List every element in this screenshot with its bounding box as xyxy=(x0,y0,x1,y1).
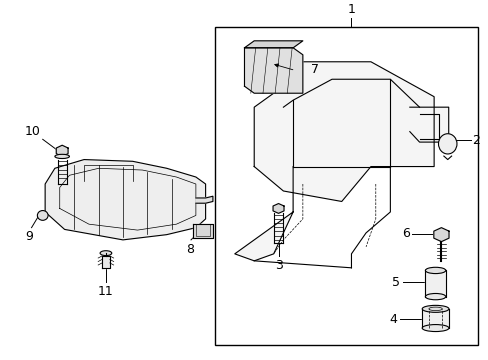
Ellipse shape xyxy=(421,325,448,332)
Polygon shape xyxy=(56,145,68,156)
Ellipse shape xyxy=(55,154,69,158)
Ellipse shape xyxy=(421,305,448,312)
Ellipse shape xyxy=(425,267,445,274)
Polygon shape xyxy=(45,159,205,240)
Text: 6: 6 xyxy=(401,227,409,240)
Polygon shape xyxy=(272,203,284,213)
Ellipse shape xyxy=(425,293,445,300)
Text: 3: 3 xyxy=(274,259,282,272)
Text: 11: 11 xyxy=(98,284,114,298)
Polygon shape xyxy=(244,41,302,48)
Text: 7: 7 xyxy=(310,63,318,76)
Polygon shape xyxy=(425,270,445,297)
Polygon shape xyxy=(102,256,110,268)
Polygon shape xyxy=(254,62,433,202)
Ellipse shape xyxy=(100,251,112,256)
Text: 10: 10 xyxy=(24,125,40,138)
Text: 1: 1 xyxy=(347,3,355,16)
Polygon shape xyxy=(421,309,448,328)
Polygon shape xyxy=(244,48,302,93)
Polygon shape xyxy=(409,107,448,142)
Text: 5: 5 xyxy=(391,276,399,289)
Polygon shape xyxy=(234,167,292,261)
Text: 2: 2 xyxy=(471,134,479,147)
Text: 8: 8 xyxy=(185,243,194,256)
Bar xyxy=(215,27,477,345)
Ellipse shape xyxy=(37,211,48,220)
Text: 9: 9 xyxy=(25,230,34,243)
Ellipse shape xyxy=(438,134,456,154)
Text: 4: 4 xyxy=(389,312,397,326)
Polygon shape xyxy=(196,196,212,203)
Polygon shape xyxy=(433,228,448,242)
Polygon shape xyxy=(193,224,212,238)
